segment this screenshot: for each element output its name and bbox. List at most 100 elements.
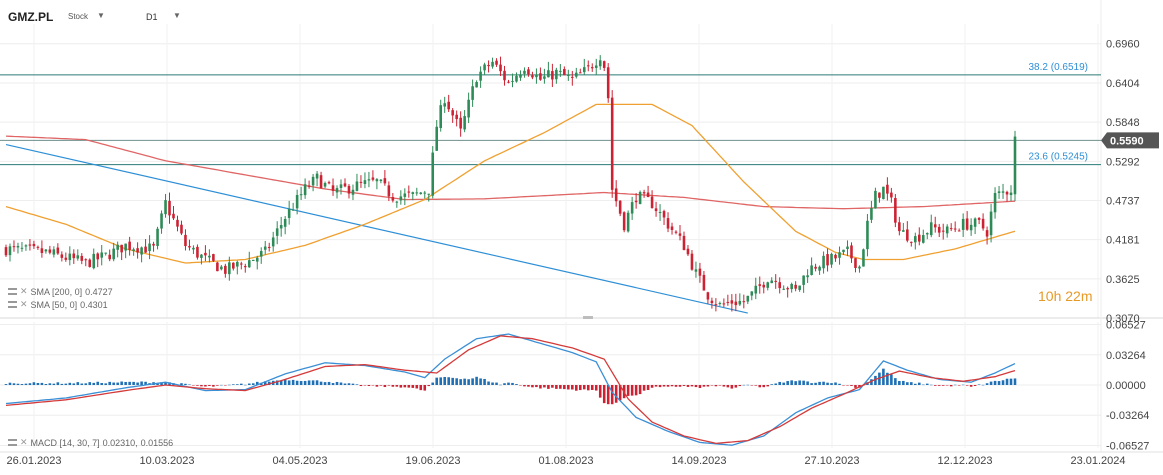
macd-axis-label: -0.06527	[1106, 440, 1149, 452]
macd-histogram-bar	[782, 382, 785, 385]
candle-body	[714, 304, 718, 306]
candle-body	[116, 244, 119, 250]
settings-icon[interactable]	[8, 288, 17, 295]
macd-histogram-bar	[68, 382, 72, 385]
macd-histogram-bar	[794, 381, 797, 385]
candle-body	[495, 60, 498, 65]
macd-histogram-bar	[383, 385, 387, 388]
macd-histogram-bar	[240, 383, 243, 385]
macd-histogram-bar	[917, 382, 921, 385]
candle-body	[650, 196, 654, 208]
macd-histogram-bar	[451, 377, 454, 385]
candle-body	[575, 72, 578, 77]
macd-histogram-bar	[985, 383, 989, 385]
x-axis-label: 01.08.2023	[538, 455, 593, 467]
candle-body	[622, 212, 626, 231]
macd-histogram-bar	[216, 385, 219, 386]
macd-histogram-bar	[547, 385, 550, 389]
candle-body	[283, 218, 287, 227]
macd-histogram-bar	[435, 377, 439, 385]
macd-histogram-bar	[941, 385, 945, 386]
macd-histogram-bar	[112, 382, 115, 385]
macd-histogram-bar	[323, 382, 327, 385]
macd-histogram-bar	[12, 383, 16, 385]
ticker-symbol[interactable]: GMZ.PL	[8, 10, 54, 24]
macd-histogram-bar	[706, 385, 710, 387]
macd-axis-label: 0.03264	[1106, 350, 1146, 362]
x-axis-label: 04.05.2023	[272, 455, 327, 467]
sma50-label: SMA [50, 0]	[30, 299, 78, 310]
macd-axis-label: 0.00000	[1106, 380, 1146, 392]
macd-histogram-bar	[108, 381, 111, 385]
macd-histogram-bar	[702, 385, 706, 387]
candle-body	[247, 260, 251, 268]
macd-legend[interactable]: ✕ MACD [14, 30, 7] 0.02310, 0.01556	[8, 437, 173, 448]
macd-histogram-bar	[128, 381, 131, 385]
timeframe-selector[interactable]: D1	[146, 12, 158, 22]
candle-body	[598, 60, 602, 67]
sma200-line	[5, 135, 1016, 210]
close-icon[interactable]: ✕	[20, 437, 28, 447]
candle-body	[267, 246, 271, 248]
candle-body	[523, 70, 526, 74]
candle-body	[802, 275, 805, 285]
macd-histogram-bar	[16, 383, 20, 385]
macd-histogram-bar	[654, 385, 658, 387]
sma50-legend[interactable]: ✕ SMA [50, 0] 0.4301	[8, 299, 108, 310]
grid-lines	[0, 24, 1101, 448]
candle-body	[299, 194, 303, 196]
candle-body	[511, 80, 514, 82]
macd-histogram-bar	[594, 385, 598, 391]
candle-body	[279, 225, 283, 229]
candle-body	[251, 259, 255, 261]
sma50-line	[5, 103, 1016, 264]
macd-histogram-bar	[140, 381, 143, 385]
price-axis-label: 0.5848	[1106, 117, 1140, 129]
pane-resize-handle[interactable]	[583, 316, 593, 319]
candle-body	[132, 249, 135, 252]
chevron-down-icon[interactable]: ▼	[173, 11, 181, 20]
candle-body	[818, 266, 821, 271]
chevron-down-icon[interactable]: ▼	[97, 11, 105, 20]
macd-histogram-bar	[347, 383, 351, 385]
macd-histogram-bar	[443, 376, 446, 385]
macd-histogram-bar	[295, 380, 299, 385]
macd-histogram-bar	[914, 383, 917, 385]
candle-body	[543, 76, 546, 79]
sma200-legend[interactable]: ✕ SMA [200, 0] 0.4727	[8, 286, 113, 297]
macd-histogram-bar	[925, 383, 929, 385]
candle-body	[766, 282, 770, 288]
candle-body	[176, 219, 179, 227]
close-icon[interactable]: ✕	[20, 299, 28, 309]
candle-body	[742, 301, 746, 303]
settings-icon[interactable]	[8, 301, 17, 308]
candle-body	[351, 189, 355, 195]
candle-body	[236, 261, 239, 267]
macd-histogram-bar	[993, 380, 997, 385]
candle-body	[754, 285, 758, 294]
x-axis-label: 23.01.2024	[1070, 455, 1125, 467]
macd-histogram-bar	[555, 385, 558, 389]
candle-body	[594, 65, 598, 68]
macd-histogram-bar	[929, 384, 933, 386]
macd-histogram-bar	[778, 381, 781, 385]
macd-histogram-bar	[84, 383, 88, 385]
candle-body	[259, 251, 263, 257]
close-icon[interactable]: ✕	[20, 286, 28, 296]
candle-body	[981, 218, 985, 229]
candle-countdown-timer: 10h 22m	[1038, 288, 1093, 304]
price-axis-label: 0.3070	[1106, 313, 1140, 325]
candle-body	[88, 259, 92, 267]
settings-icon[interactable]	[8, 439, 17, 446]
macd-histogram-bar	[160, 382, 163, 385]
x-axis-label: 12.12.2023	[937, 455, 992, 467]
macd-histogram-bar	[255, 381, 259, 385]
macd-histogram-bar	[120, 381, 123, 385]
macd-histogram-bar	[586, 385, 590, 391]
macd-histogram-bar	[957, 385, 961, 386]
candle-body	[882, 186, 885, 200]
candle-body	[658, 211, 662, 213]
macd-histogram-bar	[638, 385, 642, 395]
candle-body	[443, 103, 446, 107]
